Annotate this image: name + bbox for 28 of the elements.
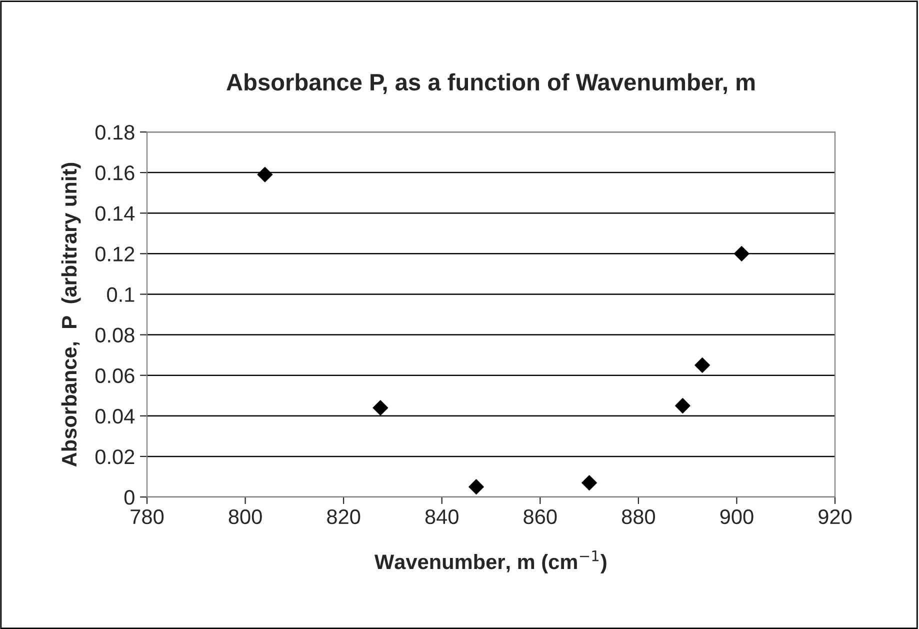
x-tick-label: 820 xyxy=(327,509,360,524)
chart-title: Absorbance P, as a function of Wavenumber, m xyxy=(226,73,755,94)
y-tick-label: 0.12 xyxy=(95,246,134,262)
x-tick-label: 840 xyxy=(425,509,458,524)
y-tick-label: 0.06 xyxy=(95,368,134,384)
x-tick-label: 920 xyxy=(818,509,852,524)
y-tick-label: 0.18 xyxy=(95,125,134,140)
y-tick-label: 0.04 xyxy=(95,408,135,424)
y-axis-title: Absorbance, P (arbitrary unit) xyxy=(61,162,81,467)
y-tick-label: 0.14 xyxy=(95,206,135,221)
y-tick-label: 0.08 xyxy=(95,328,134,343)
x-tick-label: 880 xyxy=(622,509,655,524)
x-tick-label: 800 xyxy=(228,509,262,524)
point xyxy=(468,479,484,495)
point xyxy=(257,166,273,182)
point xyxy=(372,400,388,416)
point xyxy=(674,398,690,414)
x-axis-title: Wavenumber, m (cm$^{−1}$) xyxy=(374,550,606,574)
x-tick-label: 900 xyxy=(720,509,754,524)
y-tick-label: 0 xyxy=(124,490,134,505)
point xyxy=(734,246,750,262)
x-tick-label: 780 xyxy=(130,509,164,524)
y-tick-label: 0.16 xyxy=(95,166,134,180)
y-tick-label: 0.1 xyxy=(107,287,134,302)
point xyxy=(694,357,710,373)
y-tick-label: 0.02 xyxy=(95,449,134,464)
point xyxy=(582,475,597,491)
x-tick-label: 860 xyxy=(524,509,557,524)
